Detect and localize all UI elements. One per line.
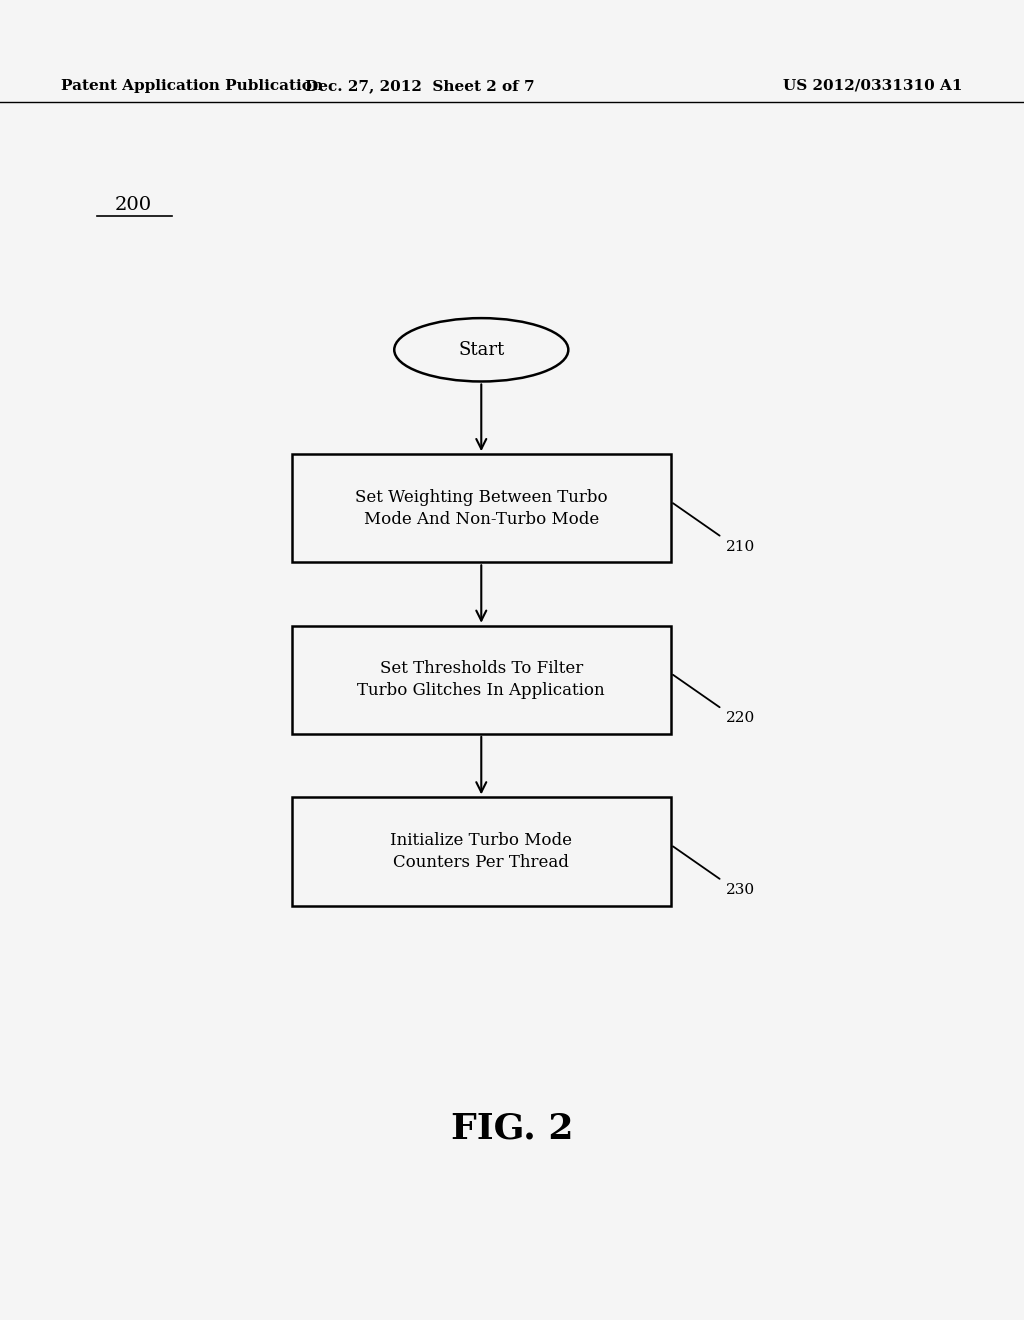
- Text: Set Weighting Between Turbo
Mode And Non-Turbo Mode: Set Weighting Between Turbo Mode And Non…: [355, 488, 607, 528]
- Text: 230: 230: [726, 883, 755, 898]
- Text: 210: 210: [726, 540, 756, 554]
- Text: FIG. 2: FIG. 2: [451, 1111, 573, 1146]
- Text: 200: 200: [115, 195, 152, 214]
- Text: Initialize Turbo Mode
Counters Per Thread: Initialize Turbo Mode Counters Per Threa…: [390, 832, 572, 871]
- Text: Set Thresholds To Filter
Turbo Glitches In Application: Set Thresholds To Filter Turbo Glitches …: [357, 660, 605, 700]
- Text: Patent Application Publication: Patent Application Publication: [61, 79, 324, 92]
- Text: Start: Start: [458, 341, 505, 359]
- Text: Dec. 27, 2012  Sheet 2 of 7: Dec. 27, 2012 Sheet 2 of 7: [305, 79, 535, 92]
- Text: 220: 220: [726, 711, 756, 726]
- Text: US 2012/0331310 A1: US 2012/0331310 A1: [783, 79, 963, 92]
